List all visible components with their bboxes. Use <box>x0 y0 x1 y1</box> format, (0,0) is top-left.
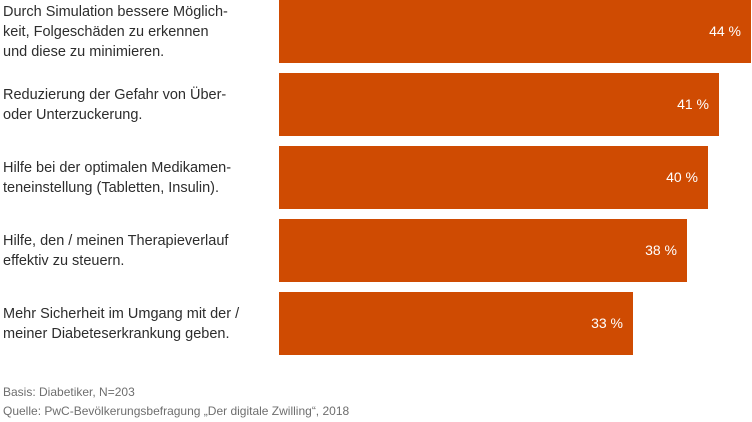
bar <box>279 146 708 209</box>
category-label: Hilfe bei der optimalen Medikamen- tenei… <box>3 159 232 196</box>
value-label: 33 % <box>591 314 623 331</box>
value-label: 44 % <box>709 22 741 39</box>
bar <box>279 219 687 282</box>
category-label: Reduzierung der Gefahr von Über- oder Un… <box>3 86 227 123</box>
bar <box>279 0 751 63</box>
bar <box>279 73 719 136</box>
basis-note: Basis: Diabetiker, N=203 <box>3 385 135 399</box>
category-label: Hilfe, den / meinen Therapieverlauf effe… <box>3 232 229 269</box>
value-label: 41 % <box>677 95 709 112</box>
value-label: 38 % <box>645 241 677 258</box>
category-label: Mehr Sicherheit im Umgang mit der / mein… <box>3 305 240 342</box>
value-label: 40 % <box>666 168 698 185</box>
bar-chart: Durch Simulation bessere Möglich- keit, … <box>3 0 751 355</box>
source-note: Quelle: PwC-Bevölkerungsbefragung „Der d… <box>3 404 350 418</box>
bar <box>279 292 633 355</box>
category-label: Durch Simulation bessere Möglich- keit, … <box>3 3 228 60</box>
